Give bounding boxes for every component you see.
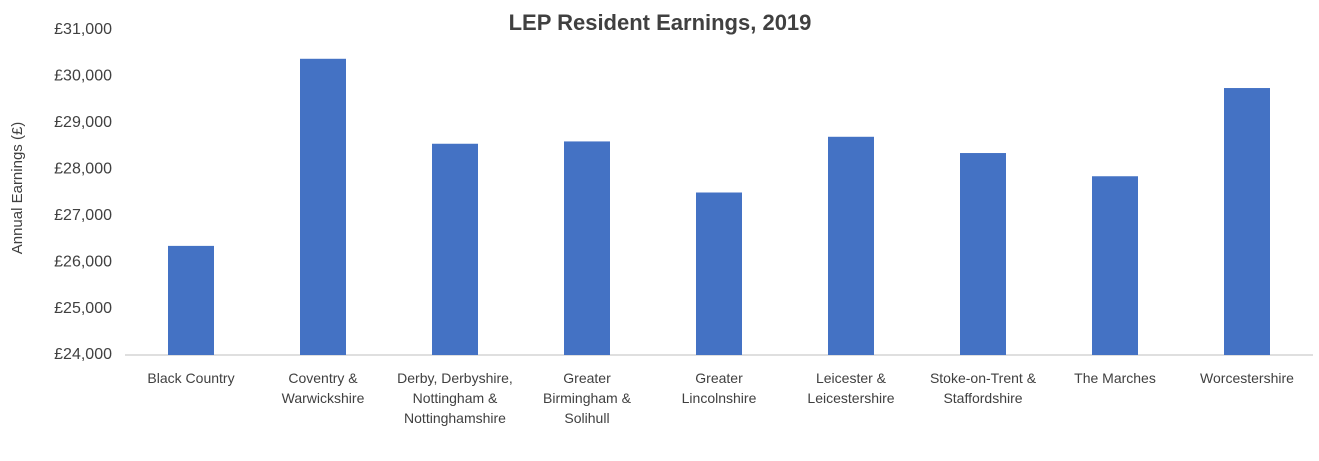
x-tick-label: Greater Lincolnshire: [681, 370, 757, 406]
x-tick-label: The Marches: [1074, 370, 1156, 386]
bar: [1224, 88, 1270, 356]
bar: [828, 136, 874, 355]
bar: [696, 192, 742, 355]
x-tick-label: Greater Birmingham & Solihull: [543, 370, 631, 426]
y-tick-label: £24,000: [54, 346, 112, 363]
bar: [564, 141, 610, 355]
x-tick-label: Coventry & Warwickshire: [281, 370, 365, 406]
y-tick-label: £31,000: [54, 21, 112, 38]
y-tick-label: £28,000: [54, 161, 112, 178]
bar: [960, 153, 1006, 355]
x-tick-label: Leicester & Leicestershire: [807, 370, 895, 406]
y-axis-label: Annual Earnings (£): [9, 122, 26, 255]
bar: [300, 58, 346, 356]
y-tick-label: £29,000: [54, 114, 112, 131]
x-tick-label: Worcestershire: [1200, 370, 1294, 386]
bar: [432, 143, 478, 355]
y-tick-label: £30,000: [54, 68, 112, 85]
x-tick-label: Stoke-on-Trent & Staffordshire: [929, 370, 1037, 406]
bar: [168, 245, 214, 355]
bar: [1092, 176, 1138, 355]
y-tick-label: £25,000: [54, 300, 112, 317]
y-tick-label: £27,000: [54, 207, 112, 224]
x-tick-label: Derby, Derbyshire, Nottingham & Nottingh…: [397, 370, 513, 426]
y-tick-label: £26,000: [54, 253, 112, 270]
chart-title: LEP Resident Earnings, 2019: [509, 10, 812, 35]
x-tick-label: Black Country: [147, 370, 235, 386]
